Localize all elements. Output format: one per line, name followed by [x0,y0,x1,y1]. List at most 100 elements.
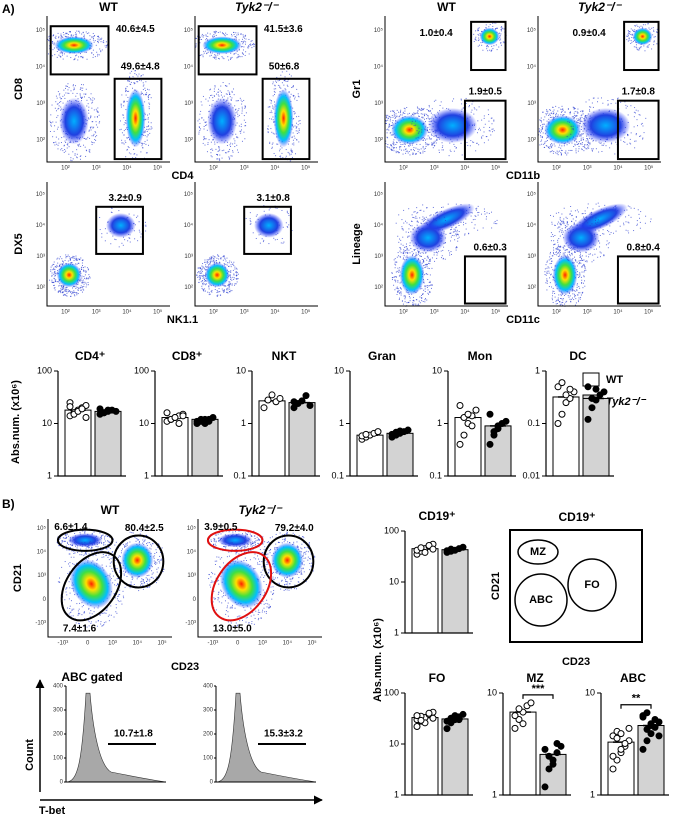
event-dot [105,228,106,229]
event-dot [214,95,215,96]
event-dot [397,271,398,272]
x-tick-label: 10² [61,310,70,316]
event-dot [578,119,579,120]
event-dot [242,110,243,111]
event-dot [227,145,228,146]
event-dot [201,54,202,55]
event-dot [450,240,451,241]
event-dot [554,109,555,110]
event-dot [58,127,59,128]
event-dot [417,149,418,150]
event-dot [429,137,430,138]
event-dot [77,287,78,288]
event-dot [547,273,548,274]
event-dot [216,31,217,32]
event-dot [560,152,561,153]
event-dot [387,147,388,148]
event-dot [546,262,547,263]
event-dot [270,128,271,129]
event-dot [391,272,392,273]
event-dot [475,30,476,31]
event-dot [418,252,419,253]
event-dot [82,88,83,89]
event-dot [299,130,300,131]
event-dot [277,208,278,209]
event-dot [234,274,235,275]
event-dot [393,111,394,112]
event-dot [636,133,637,134]
event-dot [151,126,152,127]
event-dot [578,297,579,298]
event-dot [442,142,443,143]
event-dot [415,211,416,212]
event-dot [559,255,560,256]
event-dot [280,88,281,89]
event-dot [205,99,206,100]
event-dot [234,34,235,35]
event-dot [586,140,587,141]
event-dot [293,144,294,145]
y-tick-label: 10⁵ [374,27,384,34]
event-dot [636,141,637,142]
event-dot [148,117,149,118]
event-dot [478,206,479,207]
event-dot [432,143,433,144]
event-dot [440,105,441,106]
event-dot [203,35,204,36]
event-dot [564,295,565,296]
event-dot [499,36,500,37]
event-dot [546,275,547,276]
event-dot [101,237,102,238]
event-dot [216,35,217,36]
event-dot [269,209,270,210]
event-dot [434,261,435,262]
event-dot [67,89,68,90]
event-dot [401,226,402,227]
event-dot [219,148,220,149]
event-dot [400,282,401,283]
density [553,255,578,295]
event-dot [389,147,390,148]
event-dot [483,127,484,128]
event-dot [270,208,271,209]
event-dot [474,219,475,220]
event-dot [58,138,59,139]
event-dot [413,112,414,113]
event-dot [142,147,143,148]
event-dot [296,127,297,128]
event-dot [491,51,492,52]
event-dot [551,261,552,262]
event-dot [493,45,494,46]
event-dot [429,221,430,222]
event-dot [206,138,207,139]
event-dot [636,110,637,111]
event-dot [294,111,295,112]
event-dot [214,85,215,86]
event-dot [573,128,574,129]
event-dot [481,45,482,46]
event-dot [298,93,299,94]
event-dot [400,111,401,112]
event-dot [61,258,62,259]
event-dot [145,81,146,82]
event-dot [74,295,75,296]
event-dot [581,294,582,295]
event-dot [551,113,552,114]
event-dot [245,107,246,108]
event-dot [461,100,462,101]
event-dot [230,146,231,147]
event-dot [206,38,207,39]
event-dot [434,254,435,255]
event-dot [78,146,79,147]
event-dot [643,24,644,25]
event-dot [563,247,564,248]
event-dot [583,110,584,111]
event-dot [64,290,65,291]
event-dot [131,82,132,83]
event-dot [560,114,561,115]
event-dot [234,267,235,268]
event-dot [221,92,222,93]
event-dot [121,140,122,141]
event-dot [268,132,269,133]
event-dot [580,136,581,137]
